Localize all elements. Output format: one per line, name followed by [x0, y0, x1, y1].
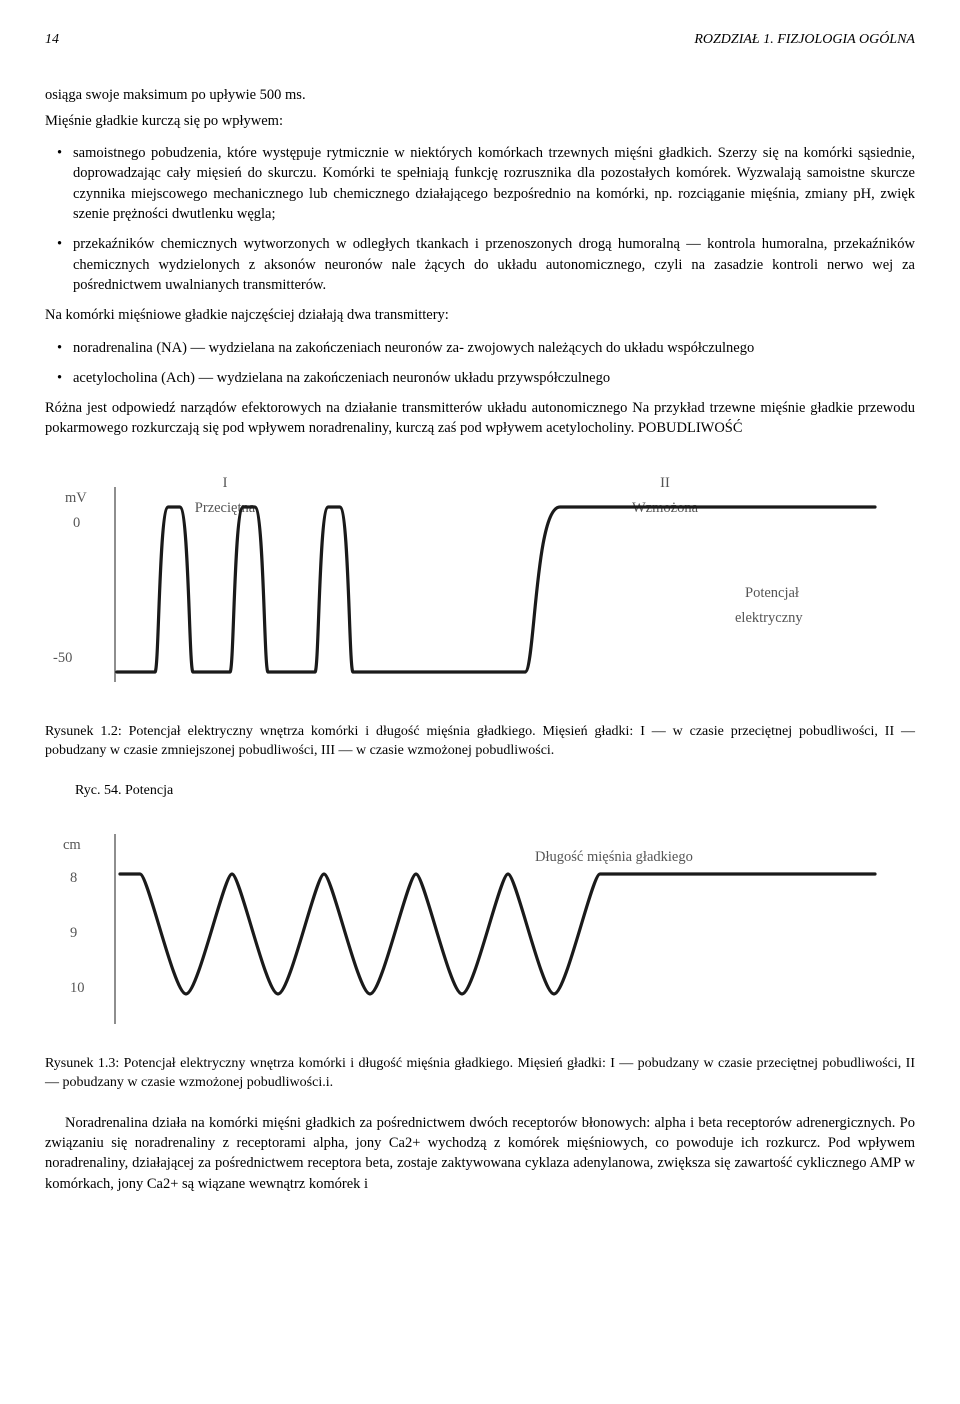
paragraph-transmitters: Na komórki mięśniowe gładkie najczęściej…	[45, 305, 915, 325]
figure-2-svg: cm 8 9 10 Długość mięśnia gładkiego	[45, 819, 915, 1044]
bullet-item: noradrenalina (NA) — wydzielana na zakoń…	[45, 338, 915, 358]
figure-1-svg: mV0-50IPrzeciętnaIIWzmożonaPotencjałelek…	[45, 457, 915, 712]
intro-line-1: osiąga swoje maksimum po upływie 500 ms.	[45, 85, 915, 105]
intro-line-2: Mięśnie gładkie kurczą się po wpływem:	[45, 111, 915, 131]
svg-text:mV: mV	[65, 490, 87, 506]
figure-1: mV0-50IPrzeciętnaIIWzmożonaPotencjałelek…	[45, 457, 915, 712]
bullet-item: przekaźników chemicznych wytworzonych w …	[45, 234, 915, 295]
bullet-item: samoistnego pobudzenia, które występuje …	[45, 143, 915, 224]
svg-text:II: II	[660, 475, 670, 491]
chapter-title: ROZDZIAŁ 1. FIZJOLOGIA OGÓLNA	[694, 30, 915, 50]
svg-text:elektryczny: elektryczny	[735, 610, 803, 626]
svg-text:10: 10	[70, 980, 85, 996]
page-number: 14	[45, 30, 59, 50]
svg-text:Potencjał: Potencjał	[745, 585, 799, 601]
ryc-label: Ryc. 54. Potencja	[75, 781, 915, 801]
svg-text:cm: cm	[63, 837, 81, 853]
svg-text:I: I	[223, 475, 228, 491]
final-paragraph: Noradrenalina działa na komórki mięśni g…	[45, 1113, 915, 1194]
svg-text:-50: -50	[53, 650, 72, 666]
figure-1-caption: Rysunek 1.2: Potencjał elektryczny wnętr…	[45, 722, 915, 761]
svg-text:8: 8	[70, 870, 77, 886]
page-header: 14 ROZDZIAŁ 1. FIZJOLOGIA OGÓLNA	[45, 30, 915, 50]
bullet-list-2: noradrenalina (NA) — wydzielana na zakoń…	[45, 338, 915, 389]
bullet-item: acetylocholina (Ach) — wydzielana na zak…	[45, 368, 915, 388]
bullet-list-1: samoistnego pobudzenia, które występuje …	[45, 143, 915, 295]
svg-text:Długość mięśnia gładkiego: Długość mięśnia gładkiego	[535, 849, 693, 865]
figure-2-caption: Rysunek 1.3: Potencjał elektryczny wnętr…	[45, 1054, 915, 1093]
paragraph-rozna: Różna jest odpowiedź narządów efektorowy…	[45, 398, 915, 439]
svg-text:9: 9	[70, 925, 77, 941]
figure-2: cm 8 9 10 Długość mięśnia gładkiego	[45, 819, 915, 1044]
svg-text:0: 0	[73, 515, 80, 531]
